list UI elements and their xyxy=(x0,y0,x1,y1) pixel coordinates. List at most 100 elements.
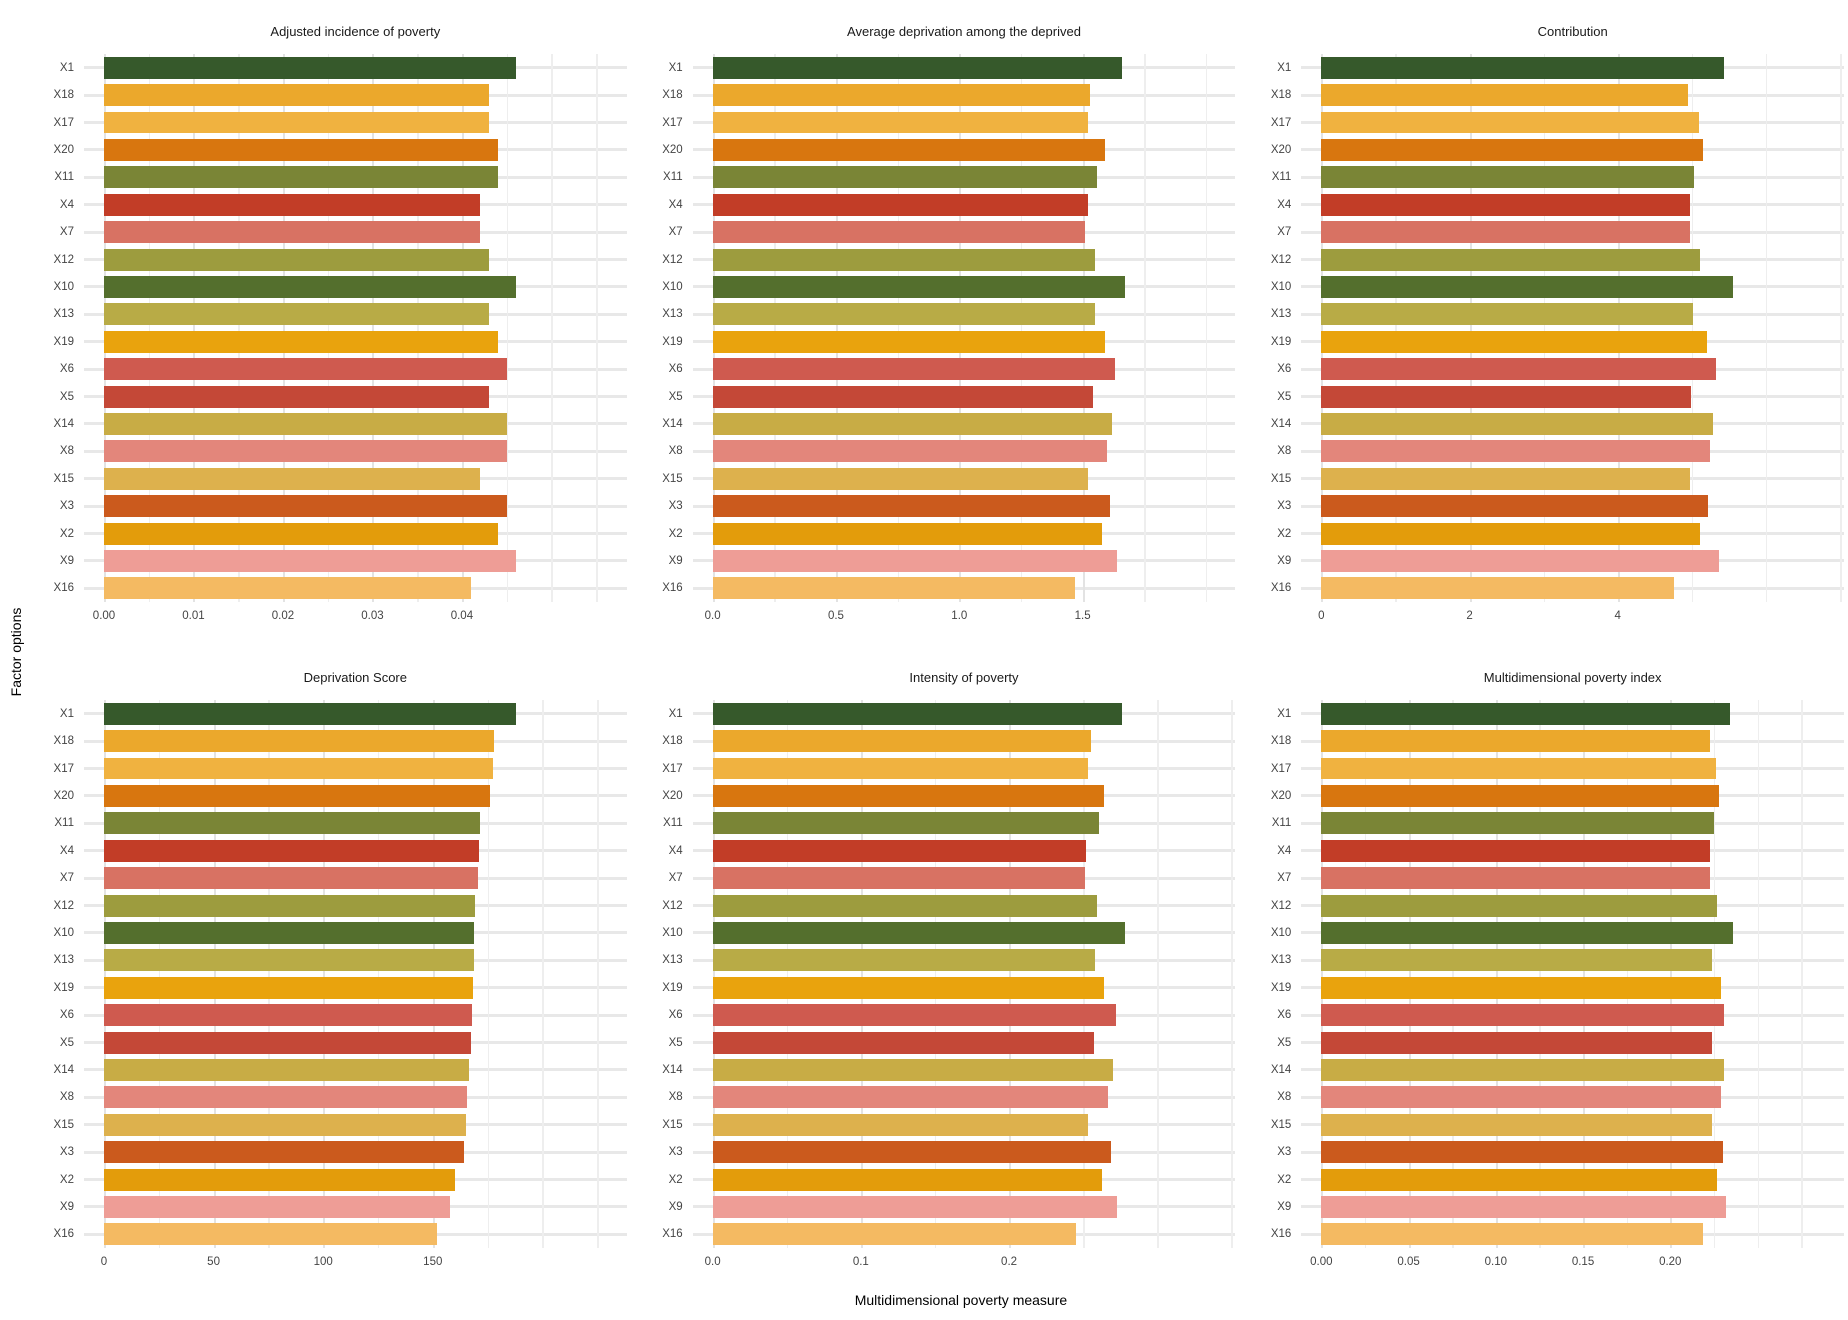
plot-panel xyxy=(692,54,1236,602)
v-gridline-major xyxy=(282,54,285,602)
bar-X16 xyxy=(1321,1223,1704,1246)
bar-row xyxy=(1321,109,1843,136)
v-gridline-minor xyxy=(1626,700,1629,1248)
bar-X5 xyxy=(712,385,1093,408)
category-label: X2 xyxy=(59,527,74,540)
v-gridline-major xyxy=(104,700,106,1248)
bar-X1 xyxy=(712,702,1122,725)
bar-X13 xyxy=(1321,303,1693,326)
bar-X8 xyxy=(104,440,507,463)
facet-body: X1 X18 X17 X20 X11 X4 X7 X12 X10 X13 X19 X6 X5 X14 X8 X… xyxy=(1245,700,1844,1248)
category-label: X10 xyxy=(1270,280,1292,293)
bar-X3 xyxy=(712,1141,1112,1164)
bar-row xyxy=(712,191,1235,218)
plot-area xyxy=(104,54,626,602)
category-label: X10 xyxy=(662,926,683,939)
bar-row xyxy=(1321,218,1843,245)
bar-X7 xyxy=(712,867,1085,890)
bar-row xyxy=(1321,974,1843,1001)
v-gridline-major xyxy=(1469,54,1472,602)
category-label: X6 xyxy=(1277,363,1292,376)
category-label: X14 xyxy=(662,1063,683,1076)
category-labels: X1 X18 X17 X20 X11 X4 X7 X12 X10 X13 X19 X6 X5 X14 X8 X… xyxy=(637,54,693,602)
bar-row xyxy=(1321,727,1843,754)
bar-row xyxy=(712,1029,1235,1056)
bar-X8 xyxy=(1321,1086,1721,1109)
bar-row xyxy=(712,493,1235,520)
v-gridline-minor xyxy=(1364,700,1367,1248)
category-label: X5 xyxy=(1277,1036,1292,1049)
bar-X11 xyxy=(104,166,498,189)
v-gridline-major xyxy=(712,54,715,602)
y-axis-title: Factor options xyxy=(8,607,24,697)
category-label: X20 xyxy=(1270,789,1292,802)
facet-body: X1 X18 X17 X20 X11 X4 X7 X12 X10 X13 X19 X6 X5 X14 X8 X… xyxy=(637,700,1236,1248)
x-tick-label: 0.03 xyxy=(361,610,384,622)
category-label: X20 xyxy=(662,143,683,156)
bar-row xyxy=(104,1001,626,1028)
category-label: X3 xyxy=(1277,500,1292,513)
v-gridline-minor xyxy=(377,700,380,1248)
category-label: X9 xyxy=(668,1201,683,1214)
category-label: X20 xyxy=(53,143,74,156)
category-label: X10 xyxy=(662,280,683,293)
bar-row xyxy=(712,782,1235,809)
v-gridline-major xyxy=(104,54,106,602)
facet-title: Contribution xyxy=(1537,23,1608,39)
bar-row xyxy=(1321,191,1843,218)
bar-X3 xyxy=(104,1141,465,1164)
v-gridline-major xyxy=(432,700,435,1248)
bar-row xyxy=(712,700,1235,727)
v-gridline-minor xyxy=(238,54,240,602)
bar-X13 xyxy=(1321,949,1713,972)
bar-row xyxy=(104,301,626,328)
x-tick-label: 0.02 xyxy=(271,610,295,622)
bar-X17 xyxy=(104,757,494,780)
v-gridline-major xyxy=(835,54,838,602)
x-tick-label: 100 xyxy=(313,1256,333,1268)
category-labels: X1 X18 X17 X20 X11 X4 X7 X12 X10 X13 X19 X6 X5 X14 X8 X… xyxy=(1245,700,1301,1248)
bar-row xyxy=(712,919,1235,946)
bar-row xyxy=(104,892,626,919)
x-axis-title: Multidimensional poverty measure xyxy=(854,1292,1068,1308)
bar-X17 xyxy=(1321,757,1716,780)
bar-row xyxy=(1321,782,1843,809)
bar-row xyxy=(104,1084,626,1111)
v-gridline-major xyxy=(193,54,196,602)
bar-X14 xyxy=(1321,1059,1725,1081)
plot-panel xyxy=(1301,54,1844,602)
bar-row xyxy=(712,947,1235,974)
category-label: X16 xyxy=(53,1228,74,1241)
v-gridline-major xyxy=(1082,54,1085,602)
category-label: X15 xyxy=(53,472,74,485)
category-label: X12 xyxy=(53,253,74,266)
category-label: X3 xyxy=(59,1146,74,1159)
bar-X15 xyxy=(712,467,1088,490)
bar-row xyxy=(712,136,1235,163)
category-label: X8 xyxy=(1277,445,1292,458)
x-tick-label: 0.5 xyxy=(827,610,844,622)
category-labels: X1 X18 X17 X20 X11 X4 X7 X12 X10 X13 X19 X6 X5 X14 X8 X… xyxy=(28,700,84,1248)
v-gridline-major xyxy=(1321,54,1324,602)
bar-X15 xyxy=(1321,1113,1713,1136)
bar-row xyxy=(712,54,1235,81)
bar-row xyxy=(104,782,626,809)
bar-row xyxy=(104,136,626,163)
bar-row xyxy=(104,1139,626,1166)
bar-X19 xyxy=(712,976,1104,999)
bar-X2 xyxy=(1321,522,1700,545)
bar-row xyxy=(104,438,626,465)
bar-row xyxy=(1321,383,1843,410)
bar-X4 xyxy=(712,839,1087,862)
bar-X12 xyxy=(1321,894,1718,917)
bar-X12 xyxy=(104,894,476,917)
bar-X5 xyxy=(1321,1031,1713,1054)
v-gridline-minor xyxy=(551,54,553,602)
bar-row xyxy=(104,837,626,864)
x-axis: 0 50 100 150 xyxy=(84,1248,627,1274)
facet-body: X1 X18 X17 X20 X11 X4 X7 X12 X10 X13 X19 X6 X5 X14 X8 X… xyxy=(637,54,1236,602)
v-gridline-minor xyxy=(1395,54,1397,602)
x-tick-label: 50 xyxy=(207,1256,220,1268)
bar-X6 xyxy=(712,1004,1116,1027)
v-gridline-minor xyxy=(1539,700,1541,1248)
